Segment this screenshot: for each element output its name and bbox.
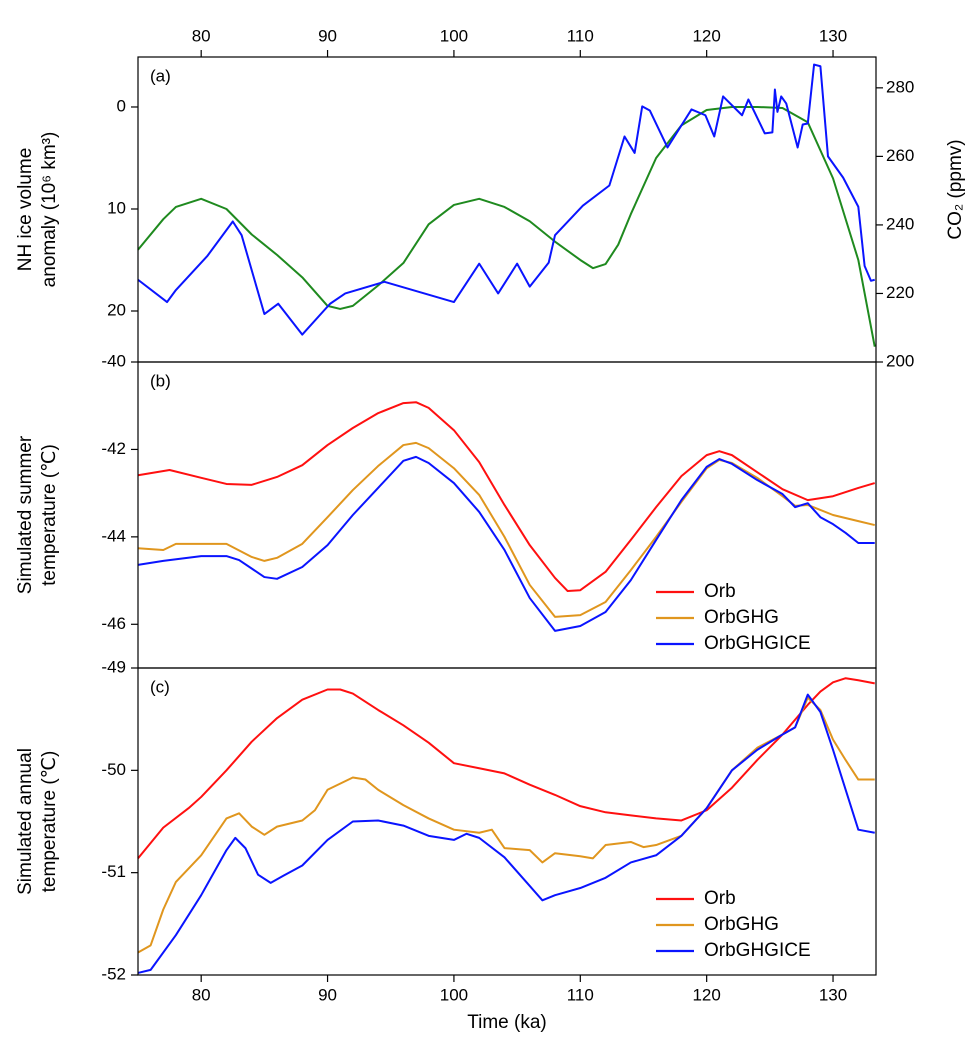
legend-label: Orb bbox=[704, 581, 736, 602]
y-tick-label: -52 bbox=[101, 964, 126, 983]
x-tick-label: 90 bbox=[318, 985, 337, 1004]
y2-tick-label: 220 bbox=[886, 283, 914, 302]
legend-label: OrbGHGICE bbox=[704, 940, 811, 961]
y2-tick-label: 260 bbox=[886, 146, 914, 165]
y-axis-title: anomaly (10⁶ km³) bbox=[39, 132, 60, 288]
y-tick-label: -49 bbox=[101, 657, 126, 676]
series-line bbox=[137, 105, 876, 347]
series-line bbox=[137, 693, 875, 974]
y2-tick-label: 200 bbox=[886, 351, 914, 370]
x-tick-label: 80 bbox=[192, 26, 211, 45]
series-line bbox=[137, 63, 876, 336]
x-tick-label: 130 bbox=[819, 985, 847, 1004]
y-axis-title: temperature (℃) bbox=[39, 444, 60, 586]
y-tick-label: -51 bbox=[101, 862, 126, 881]
y-tick-label: 20 bbox=[107, 300, 126, 319]
legend-label: OrbGHGICE bbox=[704, 633, 811, 654]
x-tick-label: 130 bbox=[819, 26, 847, 45]
y2-axis-title: CO₂ (ppmv) bbox=[945, 139, 966, 239]
y-axis-title: Simulated annual bbox=[15, 748, 36, 895]
x-tick-label: 80 bbox=[192, 985, 211, 1004]
y2-tick-label: 280 bbox=[886, 77, 914, 96]
legend-label: Orb bbox=[704, 888, 736, 909]
panel-label: (c) bbox=[150, 677, 170, 696]
series-line bbox=[137, 455, 875, 632]
y-tick-label: -44 bbox=[101, 526, 126, 545]
y-tick-label: -46 bbox=[101, 614, 126, 633]
x-axis-title: Time (ka) bbox=[467, 1012, 547, 1033]
x-tick-label: 90 bbox=[318, 26, 337, 45]
y-axis-title: NH ice volume bbox=[15, 148, 36, 272]
y-tick-label: -40 bbox=[101, 351, 126, 370]
series-line bbox=[137, 677, 875, 859]
y-axis-title: temperature (℃) bbox=[39, 751, 60, 893]
series-line bbox=[137, 401, 876, 593]
legend-label: OrbGHG bbox=[704, 607, 779, 628]
y-tick-label: -42 bbox=[101, 439, 126, 458]
y-tick-label: -50 bbox=[101, 760, 126, 779]
panel-label: (b) bbox=[150, 371, 171, 390]
panel-label: (a) bbox=[150, 66, 171, 85]
legend-label: OrbGHG bbox=[704, 914, 779, 935]
y2-tick-label: 240 bbox=[886, 214, 914, 233]
y-tick-label: 10 bbox=[107, 198, 126, 217]
y-tick-label: 0 bbox=[117, 96, 126, 115]
series-line bbox=[137, 441, 875, 618]
x-tick-label: 120 bbox=[692, 26, 720, 45]
x-tick-label: 120 bbox=[692, 985, 720, 1004]
x-tick-label: 100 bbox=[440, 26, 468, 45]
x-tick-label: 100 bbox=[440, 985, 468, 1004]
plot-frame bbox=[137, 667, 877, 976]
x-tick-label: 110 bbox=[567, 26, 594, 45]
y-axis-title: Simulated summer bbox=[15, 435, 36, 594]
x-tick-label: 110 bbox=[567, 985, 594, 1004]
